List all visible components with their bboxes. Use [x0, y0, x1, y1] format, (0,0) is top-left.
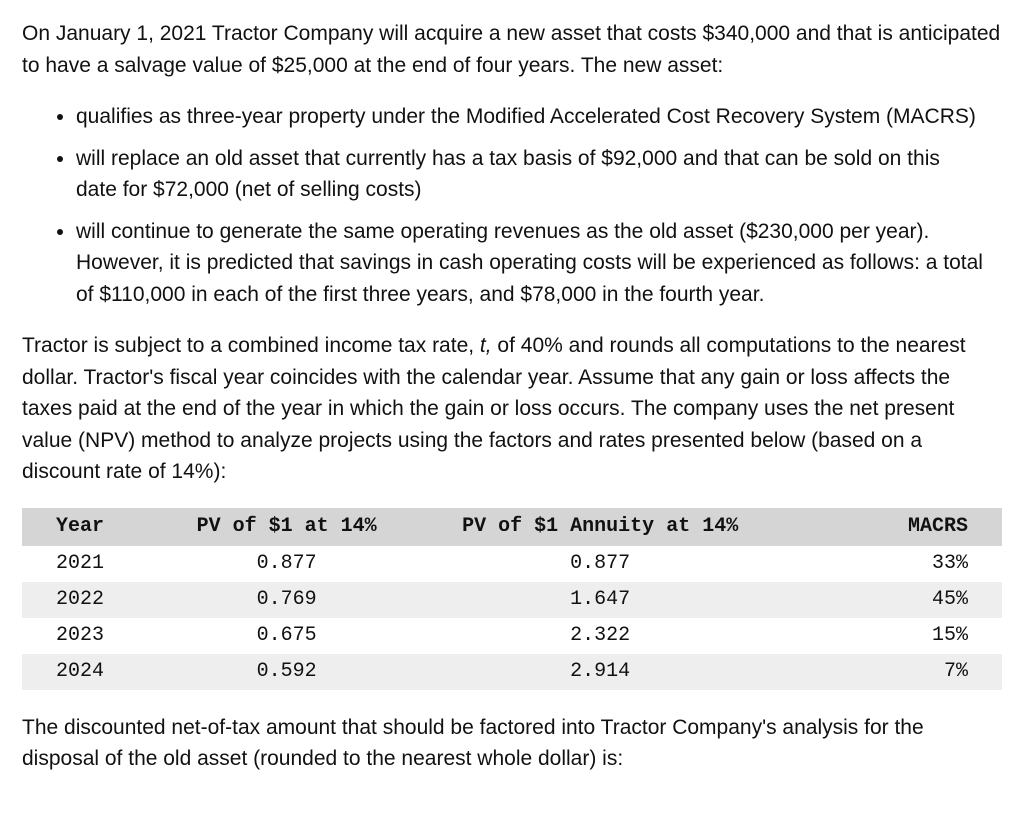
cell-pvann: 2.322 — [414, 618, 786, 654]
cell-macrs: 7% — [786, 654, 1002, 690]
cell-year: 2023 — [22, 618, 159, 654]
cell-pv1: 0.769 — [159, 582, 414, 618]
cell-year: 2024 — [22, 654, 159, 690]
cell-pv1: 0.877 — [159, 546, 414, 582]
column-header-macrs: MACRS — [786, 508, 1002, 546]
list-item: qualifies as three-year property under t… — [76, 101, 1002, 133]
cell-year: 2022 — [22, 582, 159, 618]
tax-rate-symbol: t, — [480, 334, 492, 357]
pv-factors-table: Year PV of $1 at 14% PV of $1 Annuity at… — [22, 508, 1002, 690]
text-span: Tractor is subject to a combined income … — [22, 334, 480, 357]
column-header-year: Year — [22, 508, 159, 546]
cell-year: 2021 — [22, 546, 159, 582]
tax-rate-paragraph: Tractor is subject to a combined income … — [22, 330, 1002, 488]
cell-pvann: 0.877 — [414, 546, 786, 582]
cell-pvann: 1.647 — [414, 582, 786, 618]
list-item: will replace an old asset that currently… — [76, 143, 1002, 206]
cell-macrs: 45% — [786, 582, 1002, 618]
table-row: 2021 0.877 0.877 33% — [22, 546, 1002, 582]
intro-paragraph: On January 1, 2021 Tractor Company will … — [22, 18, 1002, 81]
table-row: 2023 0.675 2.322 15% — [22, 618, 1002, 654]
table-row: 2024 0.592 2.914 7% — [22, 654, 1002, 690]
table-header-row: Year PV of $1 at 14% PV of $1 Annuity at… — [22, 508, 1002, 546]
table-row: 2022 0.769 1.647 45% — [22, 582, 1002, 618]
cell-pvann: 2.914 — [414, 654, 786, 690]
cell-pv1: 0.592 — [159, 654, 414, 690]
asset-bullet-list: qualifies as three-year property under t… — [22, 101, 1002, 310]
question-paragraph: The discounted net-of-tax amount that sh… — [22, 712, 1002, 775]
cell-pv1: 0.675 — [159, 618, 414, 654]
column-header-pvann: PV of $1 Annuity at 14% — [414, 508, 786, 546]
column-header-pv1: PV of $1 at 14% — [159, 508, 414, 546]
cell-macrs: 33% — [786, 546, 1002, 582]
cell-macrs: 15% — [786, 618, 1002, 654]
list-item: will continue to generate the same opera… — [76, 216, 1002, 311]
